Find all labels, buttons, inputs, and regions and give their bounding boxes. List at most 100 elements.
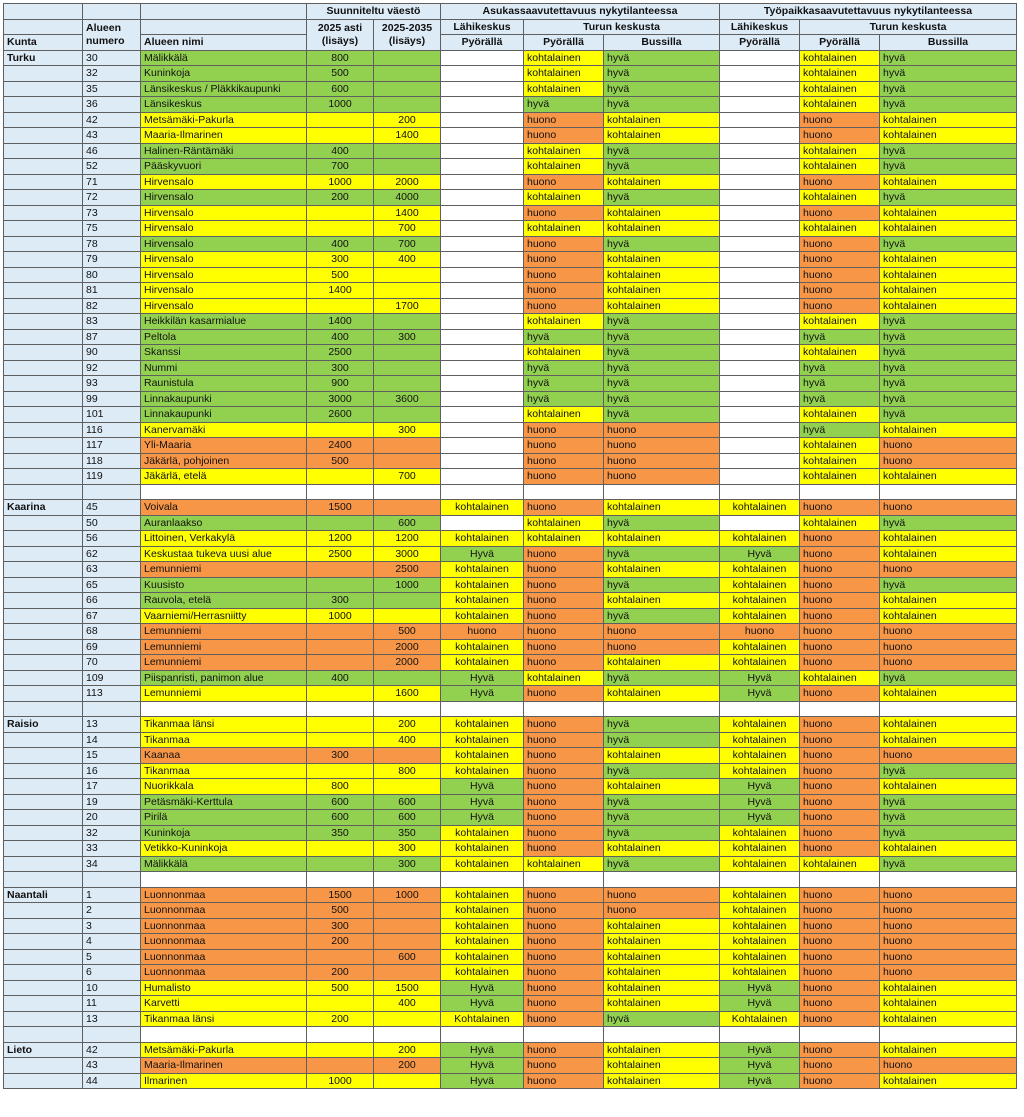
area-name-cell: Maaria-Ilmarinen xyxy=(140,127,307,144)
area-name-cell: Lemunniemi xyxy=(140,623,307,640)
spacer-cell xyxy=(140,700,307,717)
workplace-local-bike-cell xyxy=(719,251,800,268)
area-number-cell: 13 xyxy=(82,716,141,733)
resident-turku-bus-cell: kohtalainen xyxy=(603,220,720,237)
workplace-local-bike-cell xyxy=(719,158,800,175)
kunta-cell xyxy=(3,1057,83,1074)
workplace-turku-bus-cell: hyvä xyxy=(879,762,1017,779)
workplace-turku-bike-cell: kohtalainen xyxy=(799,437,880,454)
header-row-3: Kunta Alueen nimi Pyörällä Pyörällä Buss… xyxy=(3,34,1017,51)
resident-turku-bus-cell: kohtalainen xyxy=(603,778,720,795)
workplace-local-bike-cell: kohtalainen xyxy=(719,855,800,872)
resident-turku-bus-cell: kohtalainen xyxy=(603,948,720,965)
population-2025-cell: 3000 xyxy=(306,390,374,407)
table-row: 14 Tikanmaa 400 kohtalainen huono hyvä kohtala… xyxy=(3,731,1017,748)
resident-turku-bus-cell: huono xyxy=(603,886,720,903)
resident-local-center-header: Lähikeskus xyxy=(440,18,524,35)
table-row: 72 Hirvensalo 200 4000 kohtalainen hyvä kohtal… xyxy=(3,189,1017,206)
workplace-local-bike-cell: kohtalainen xyxy=(719,499,800,516)
population-2025-cell: 500 xyxy=(306,902,374,919)
resident-turku-bike-cell: huono xyxy=(523,297,604,314)
resident-turku-bike-cell: huono xyxy=(523,762,604,779)
resident-turku-bus-cell: kohtalainen xyxy=(603,917,720,934)
population-2025-cell: 1500 xyxy=(306,499,374,516)
kunta-cell xyxy=(3,669,83,686)
accessibility-table: Suunniteltu väestö Asukassaavutettavuus … xyxy=(3,3,1017,1089)
population-2035-cell: 2000 xyxy=(373,638,441,655)
resident-turku-bus-cell: kohtalainen xyxy=(603,592,720,609)
population-2035-cell xyxy=(373,437,441,454)
spacer-cell xyxy=(306,871,374,888)
table-row: 113 Lemunniemi 1600 Hyvä huono kohtalainen Hyv… xyxy=(3,685,1017,702)
resident-turku-bus-cell: kohtalainen xyxy=(603,933,720,950)
kunta-cell xyxy=(3,158,83,175)
resident-local-bike-cell xyxy=(440,127,524,144)
population-2035-cell: 800 xyxy=(373,762,441,779)
workplace-turku-bus-cell: hyvä xyxy=(879,49,1017,66)
spacer-cell xyxy=(373,700,441,717)
workplace-local-bike-cell xyxy=(719,282,800,299)
resident-turku-bike-cell: huono xyxy=(523,840,604,857)
area-name-cell: Hirvensalo xyxy=(140,173,307,190)
workplace-local-bike-cell: Hyvä xyxy=(719,995,800,1012)
spacer-cell xyxy=(603,871,720,888)
area-number-cell: 56 xyxy=(82,530,141,547)
area-name-cell: Lemunniemi xyxy=(140,638,307,655)
population-2025-cell: 200 xyxy=(306,964,374,981)
workplace-turku-bike-cell: huono xyxy=(799,824,880,841)
kunta-cell xyxy=(3,437,83,454)
resident-local-bike-cell xyxy=(440,142,524,159)
area-name-cell: Peltola xyxy=(140,328,307,345)
population-2025-cell xyxy=(306,762,374,779)
spacer-cell xyxy=(440,483,524,500)
population-2035-cell: 700 xyxy=(373,220,441,237)
workplace-turku-bus-cell: huono xyxy=(879,437,1017,454)
population-2025-cell xyxy=(306,948,374,965)
resident-turku-bus-cell: huono xyxy=(603,623,720,640)
area-number-cell: 78 xyxy=(82,235,141,252)
workplace-local-bike-cell xyxy=(719,344,800,361)
resident-turku-bus-cell: hyvä xyxy=(603,545,720,562)
population-2025-cell: 1400 xyxy=(306,313,374,330)
workplace-turku-bus-cell: huono xyxy=(879,654,1017,671)
kunta-cell xyxy=(3,933,83,950)
resident-local-bike-cell xyxy=(440,65,524,82)
area-number-cell: 13 xyxy=(82,1010,141,1027)
resident-turku-bus-cell: kohtalainen xyxy=(603,266,720,283)
spacer-cell xyxy=(440,700,524,717)
table-row: 93 Raunistula 900 hyvä hyvä hyvä hyvä xyxy=(3,375,1017,392)
area-number-cell: 6 xyxy=(82,964,141,981)
population-2025-cell xyxy=(306,731,374,748)
population-2035-cell: 300 xyxy=(373,328,441,345)
table-row: 101 Linnakaupunki 2600 kohtalainen hyvä kohta… xyxy=(3,406,1017,423)
workplace-local-bike-cell xyxy=(719,80,800,97)
workplace-local-bike-cell xyxy=(719,514,800,531)
workplace-turku-bike-cell: kohtalainen xyxy=(799,406,880,423)
population-2025-cell: 1500 xyxy=(306,886,374,903)
population-2025-cell: 400 xyxy=(306,328,374,345)
workplace-local-bike-cell: kohtalainen xyxy=(719,731,800,748)
population-2025-cell: 600 xyxy=(306,793,374,810)
population-2035-cell: 2000 xyxy=(373,173,441,190)
resident-local-bike-cell xyxy=(440,204,524,221)
area-name-cell: Nummi xyxy=(140,359,307,376)
area-name-cell: Rauvola, etelä xyxy=(140,592,307,609)
resident-turku-bus-cell: kohtalainen xyxy=(603,685,720,702)
population-2035-cell: 500 xyxy=(373,623,441,640)
spacer-cell xyxy=(306,700,374,717)
resident-turku-bike-cell: kohtalainen xyxy=(523,65,604,82)
spacer-cell xyxy=(140,1026,307,1043)
area-name-cell: Tikanmaa länsi xyxy=(140,1010,307,1027)
resident-local-bike-cell: kohtalainen xyxy=(440,654,524,671)
kunta-cell xyxy=(3,917,83,934)
area-name-cell: Pirilä xyxy=(140,809,307,826)
area-number-cell: 14 xyxy=(82,731,141,748)
resident-turku-bus-cell: huono xyxy=(603,421,720,438)
resident-local-bike-cell: kohtalainen xyxy=(440,933,524,950)
workplace-local-bike-cell xyxy=(719,406,800,423)
resident-local-bike-cell: Hyvä xyxy=(440,1041,524,1058)
population-2025-cell: 2500 xyxy=(306,545,374,562)
table-row: 36 Länsikeskus 1000 hyvä hyvä kohtalainen hyvä xyxy=(3,96,1017,113)
workplace-turku-bus-cell: hyvä xyxy=(879,855,1017,872)
resident-turku-bus-cell: kohtalainen xyxy=(603,995,720,1012)
